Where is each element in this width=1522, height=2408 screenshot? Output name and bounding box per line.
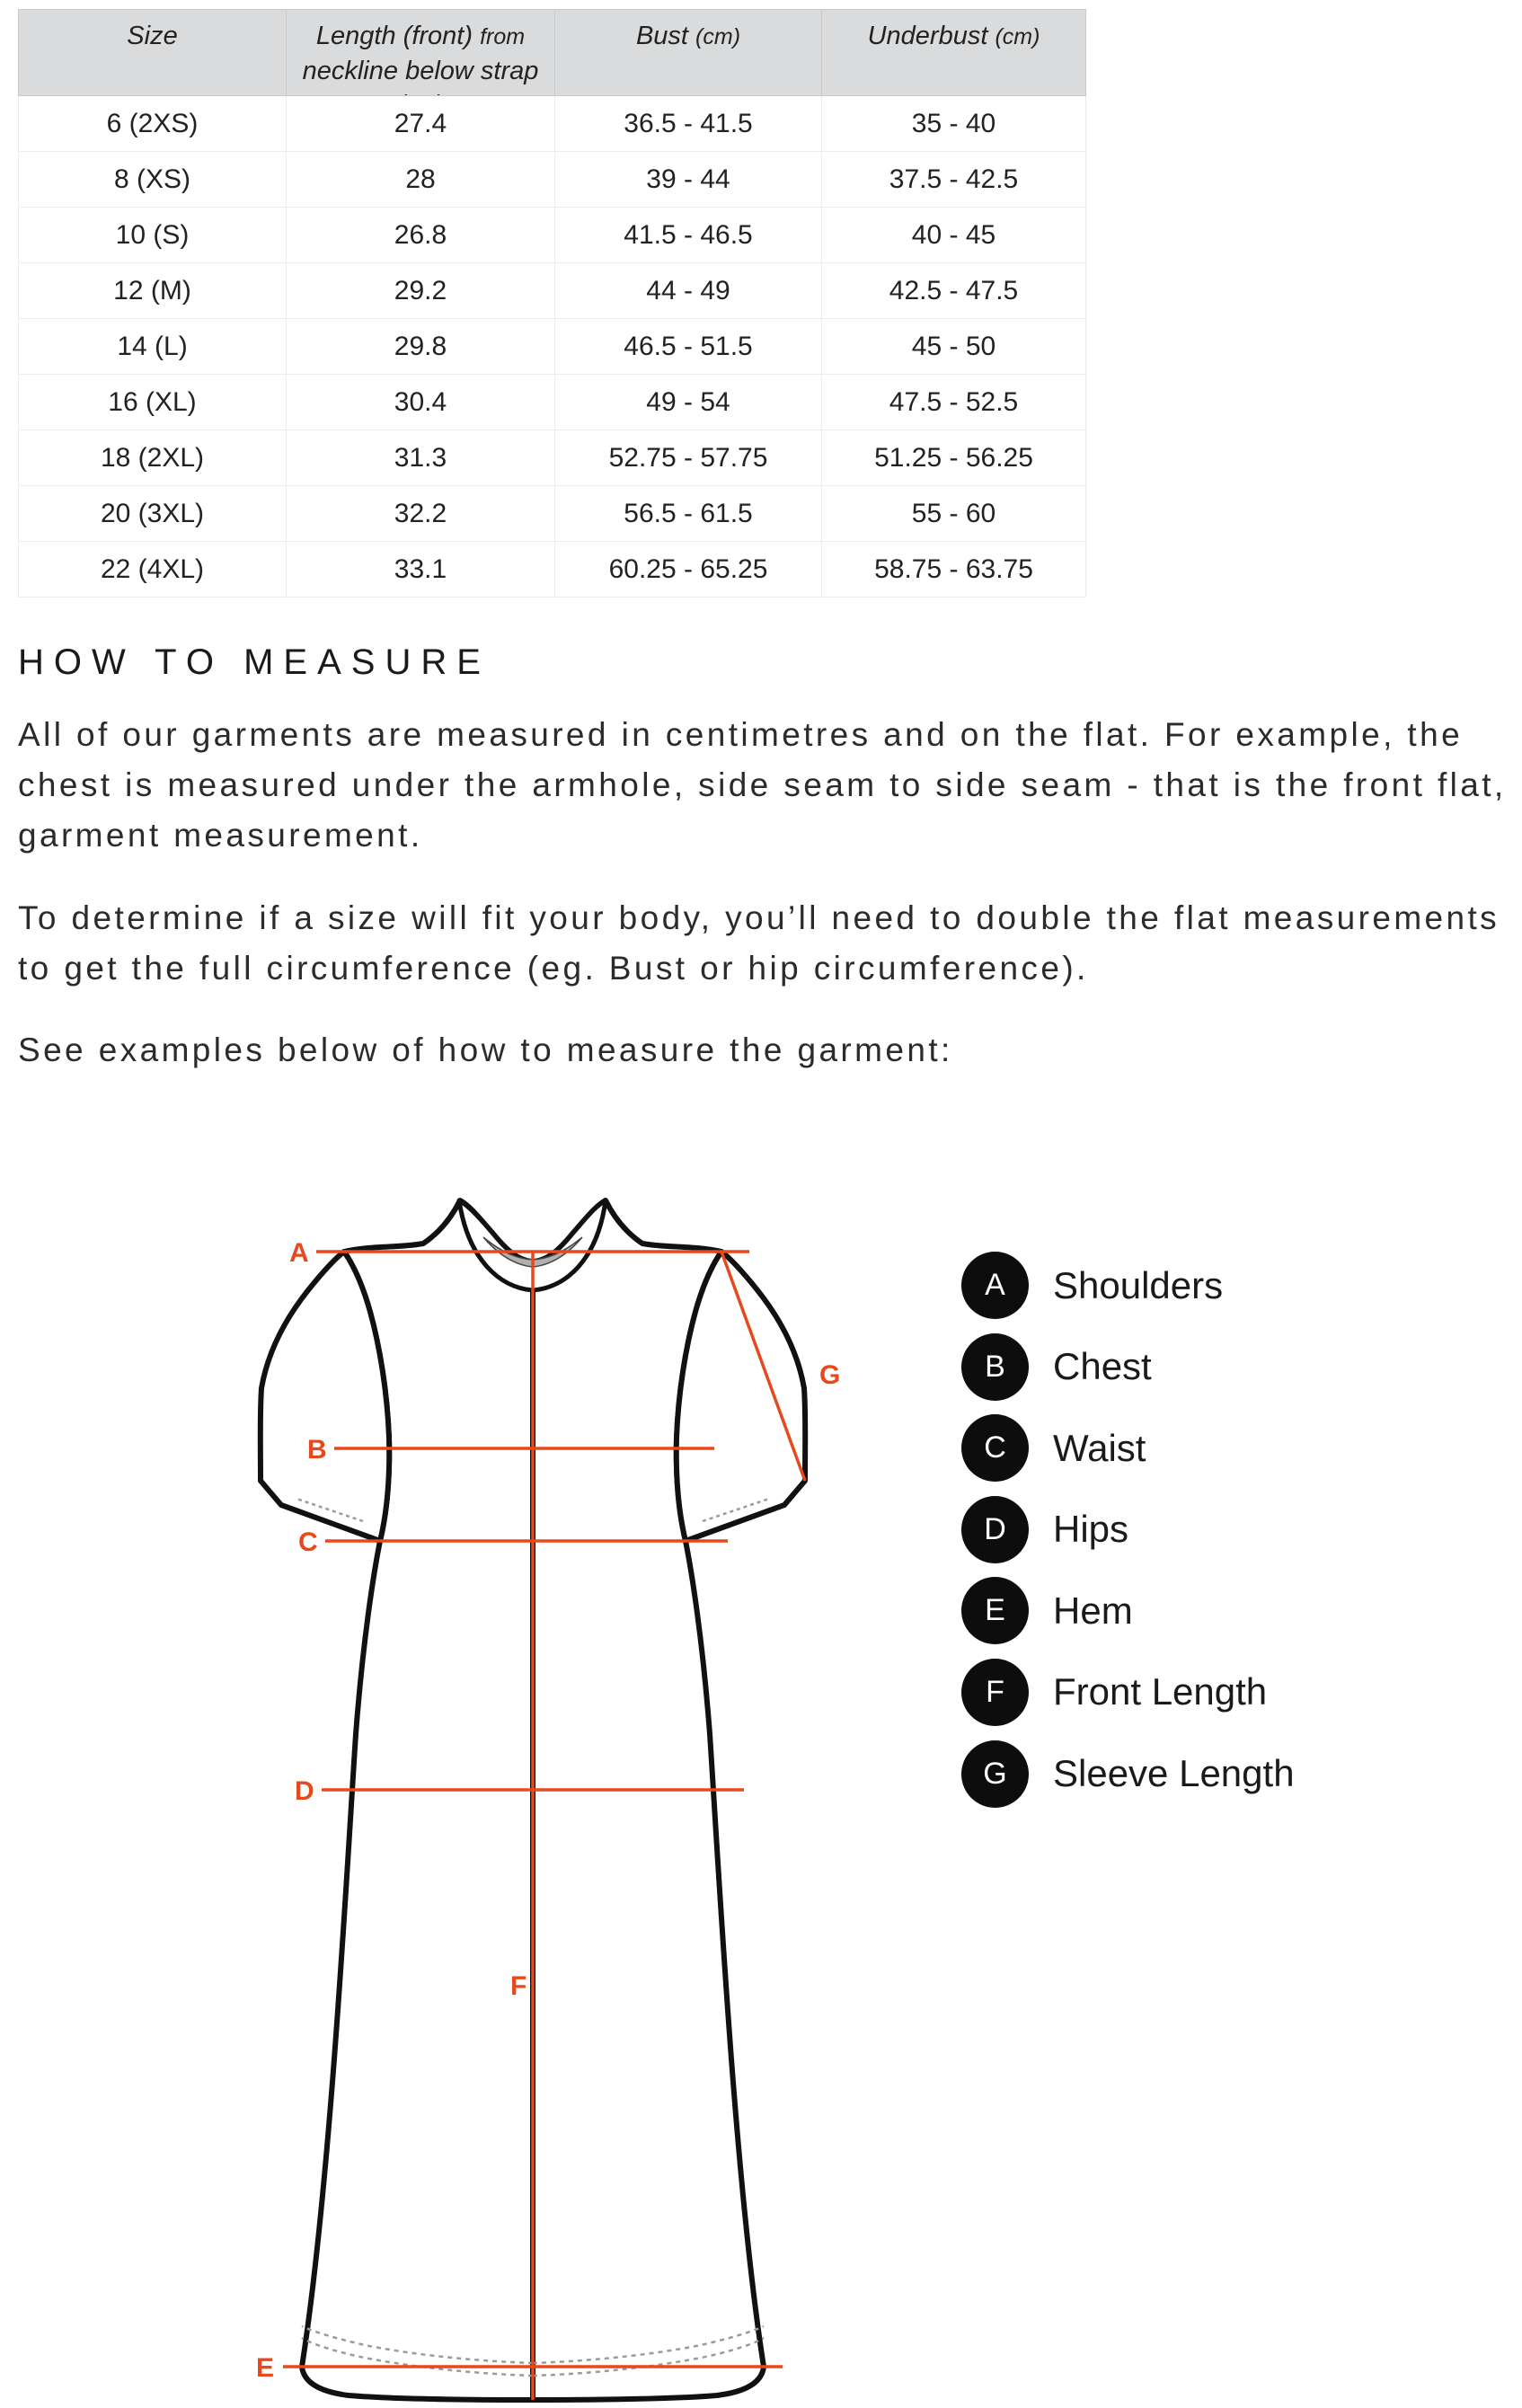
svg-text:E: E [256, 2353, 274, 2383]
svg-text:F: F [510, 1971, 527, 2001]
svg-text:B: B [307, 1435, 327, 1465]
svg-text:A: A [289, 1238, 309, 1268]
svg-text:C: C [298, 1527, 318, 1557]
svg-text:G: G [819, 1360, 840, 1390]
svg-text:D: D [295, 1776, 314, 1806]
